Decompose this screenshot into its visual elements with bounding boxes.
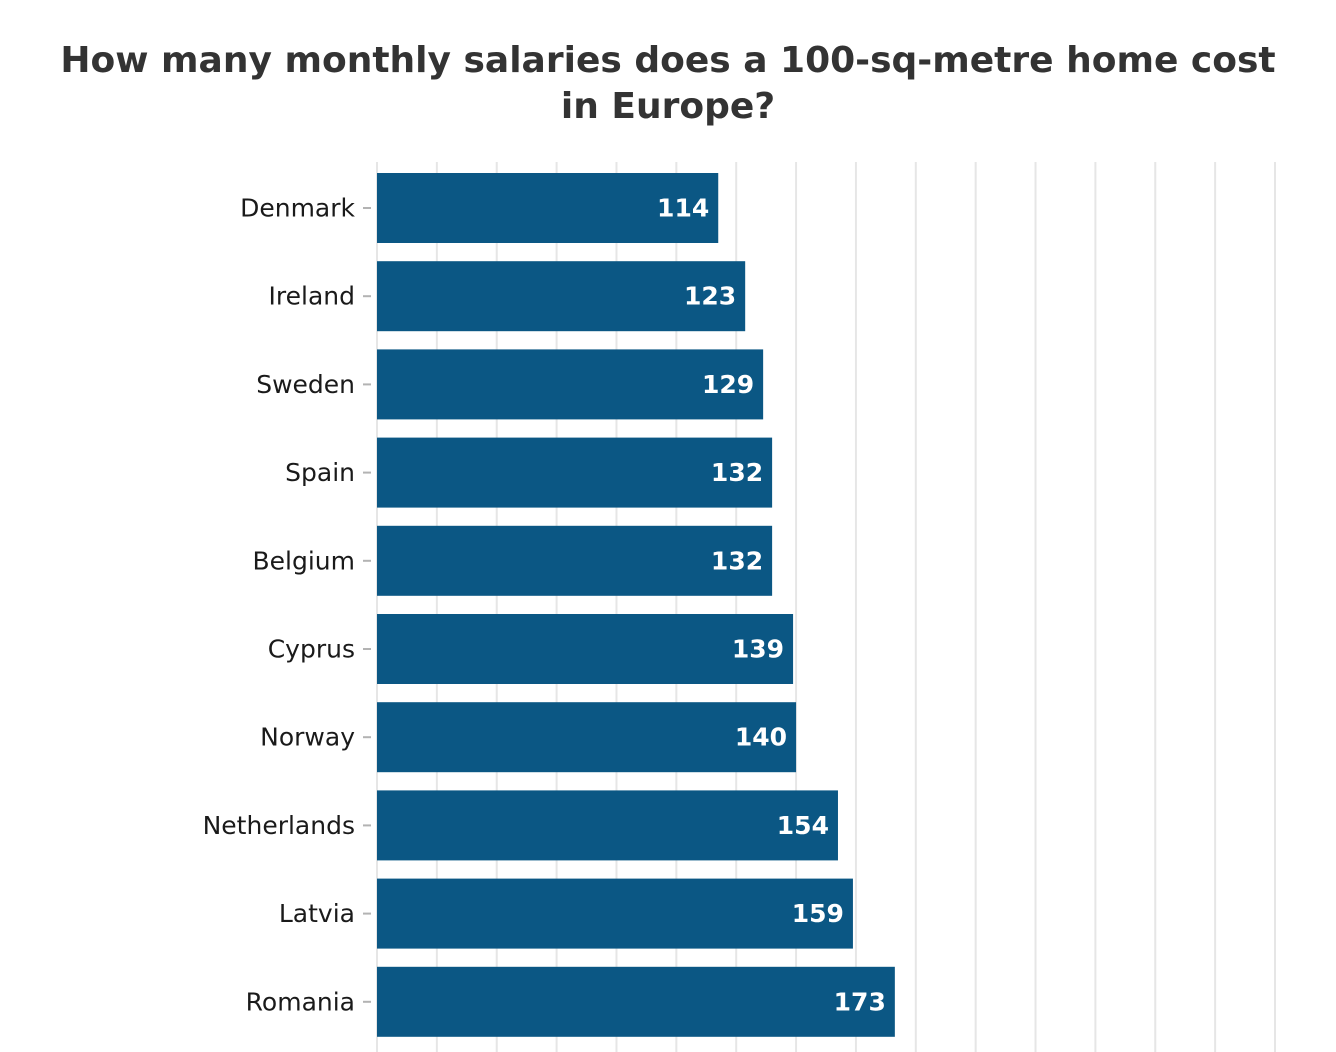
bar-ireland: [377, 261, 746, 332]
value-label-denmark: 114: [657, 194, 709, 223]
category-label-denmark: Denmark: [240, 194, 355, 223]
category-label-norway: Norway: [260, 723, 355, 752]
category-label-sweden: Sweden: [256, 370, 355, 399]
value-label-norway: 140: [735, 723, 787, 752]
chart-title: How many monthly salaries does a 100-sq-…: [60, 40, 1276, 127]
category-label-latvia: Latvia: [279, 899, 355, 928]
value-label-netherlands: 154: [777, 811, 829, 840]
value-label-romania: 173: [834, 987, 886, 1016]
category-label-belgium: Belgium: [253, 546, 356, 575]
category-label-ireland: Ireland: [269, 282, 355, 311]
value-label-cyprus: 139: [732, 635, 784, 664]
category-label-cyprus: Cyprus: [268, 635, 355, 664]
bar-spain: [377, 437, 773, 508]
value-label-spain: 132: [711, 458, 763, 487]
value-label-latvia: 159: [792, 899, 844, 928]
bar-netherlands: [377, 790, 838, 861]
category-label-netherlands: Netherlands: [203, 811, 355, 840]
bar-norway: [377, 702, 797, 773]
bar-romania: [377, 966, 895, 1037]
bar-denmark: [377, 173, 719, 243]
value-label-belgium: 132: [711, 546, 763, 575]
value-label-sweden: 129: [702, 370, 754, 399]
bars: [377, 173, 895, 1037]
bar-belgium: [377, 525, 773, 596]
bar-sweden: [377, 349, 764, 420]
bar-latvia: [377, 878, 853, 949]
bar-cyprus: [377, 614, 794, 684]
labels: Denmark 114 Ireland 123 Sweden 129 Spain 132 Bel…: [203, 194, 886, 1017]
value-label-ireland: 123: [684, 282, 736, 311]
category-label-spain: Spain: [285, 458, 355, 487]
category-label-romania: Romania: [246, 987, 355, 1016]
